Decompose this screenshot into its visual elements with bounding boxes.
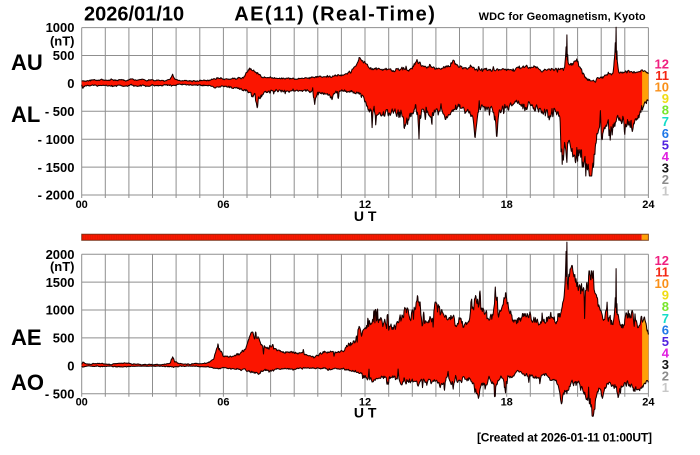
- svg-text:2: 2: [662, 172, 669, 187]
- svg-text:00: 00: [76, 199, 88, 211]
- svg-text:AU: AU: [11, 50, 43, 75]
- svg-text:06: 06: [217, 199, 229, 211]
- svg-text:10: 10: [655, 80, 669, 95]
- svg-text:0: 0: [67, 76, 74, 91]
- svg-text:(nT): (nT): [50, 259, 75, 274]
- svg-text:U T: U T: [354, 208, 377, 224]
- svg-text:- 1000: - 1000: [38, 132, 75, 147]
- svg-text:1000: 1000: [46, 20, 75, 35]
- svg-text:6: 6: [662, 126, 669, 141]
- svg-text:11: 11: [655, 265, 669, 280]
- svg-text:1000: 1000: [46, 303, 75, 318]
- svg-text:8: 8: [662, 299, 669, 314]
- svg-text:06: 06: [217, 397, 229, 409]
- svg-text:U T: U T: [354, 405, 377, 421]
- svg-text:4: 4: [662, 149, 670, 164]
- svg-text:- 500: - 500: [45, 104, 75, 119]
- svg-text:[Created at 2026-01-11 01:00UT: [Created at 2026-01-11 01:00UT]: [477, 431, 652, 445]
- svg-text:2: 2: [662, 369, 669, 384]
- svg-text:0: 0: [67, 358, 74, 373]
- svg-text:1: 1: [662, 380, 669, 395]
- svg-text:- 2000: - 2000: [38, 188, 75, 203]
- svg-text:2000: 2000: [46, 247, 75, 262]
- svg-text:24: 24: [642, 397, 655, 409]
- svg-text:2026/01/10: 2026/01/10: [84, 4, 184, 26]
- svg-text:3: 3: [662, 357, 669, 372]
- svg-text:WDC for Geomagnetism, Kyoto: WDC for Geomagnetism, Kyoto: [479, 11, 646, 23]
- svg-text:6: 6: [662, 322, 669, 337]
- svg-text:9: 9: [662, 288, 669, 303]
- svg-text:4: 4: [662, 345, 670, 360]
- svg-text:9: 9: [662, 91, 669, 106]
- svg-text:12: 12: [359, 397, 371, 409]
- svg-text:18: 18: [501, 397, 513, 409]
- svg-text:00: 00: [76, 397, 88, 409]
- svg-text:500: 500: [53, 331, 75, 346]
- svg-text:5: 5: [662, 334, 669, 349]
- svg-text:8: 8: [662, 103, 669, 118]
- svg-text:1: 1: [662, 184, 669, 199]
- svg-text:- 500: - 500: [45, 386, 75, 401]
- svg-text:24: 24: [642, 199, 655, 211]
- svg-text:7: 7: [662, 114, 669, 129]
- svg-text:AE: AE: [11, 325, 42, 350]
- svg-text:- 1500: - 1500: [38, 160, 75, 175]
- svg-text:5: 5: [662, 137, 669, 152]
- svg-text:10: 10: [655, 276, 669, 291]
- svg-text:12: 12: [359, 199, 371, 211]
- svg-text:AO: AO: [11, 370, 44, 395]
- svg-text:1500: 1500: [46, 275, 75, 290]
- svg-text:(nT): (nT): [50, 34, 75, 49]
- svg-text:12: 12: [655, 57, 669, 72]
- svg-text:12: 12: [655, 253, 669, 268]
- svg-text:18: 18: [501, 199, 513, 211]
- svg-text:AE(11) (Real-Time): AE(11) (Real-Time): [234, 4, 435, 26]
- svg-text:7: 7: [662, 311, 669, 326]
- svg-text:11: 11: [655, 68, 669, 83]
- svg-text:AL: AL: [11, 102, 40, 127]
- svg-text:3: 3: [662, 160, 669, 175]
- svg-text:500: 500: [53, 48, 75, 63]
